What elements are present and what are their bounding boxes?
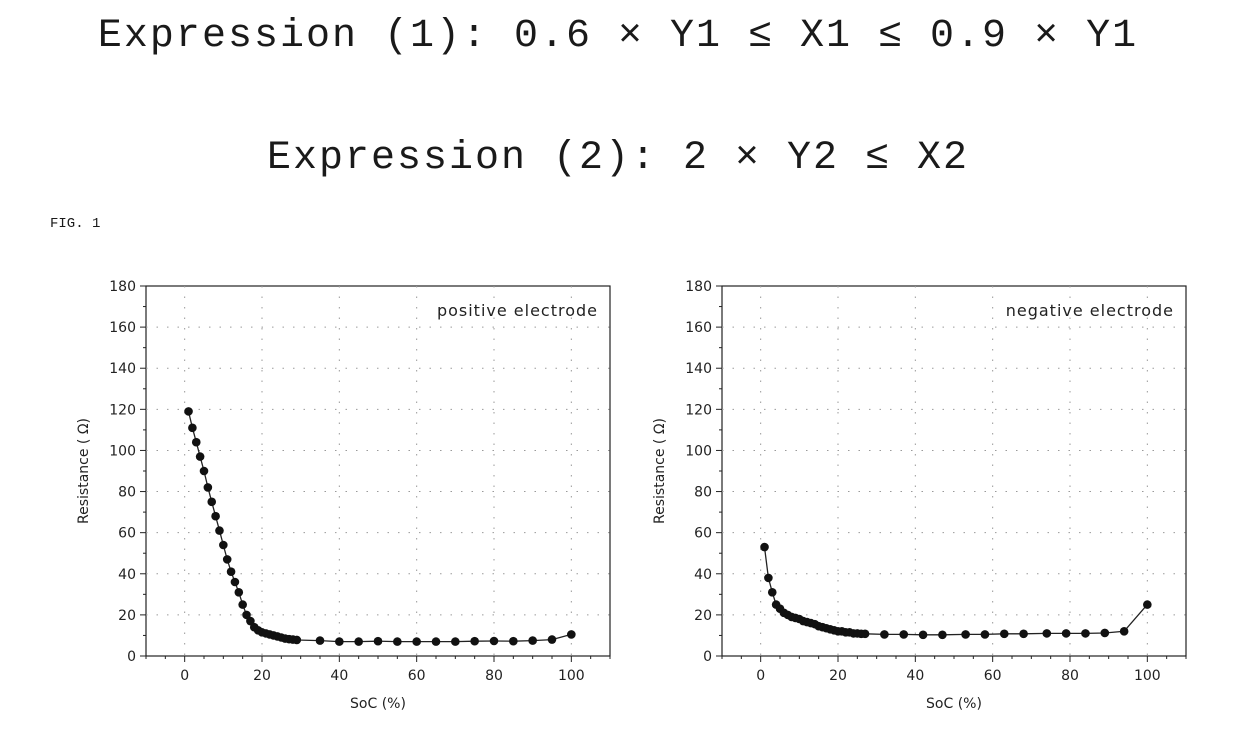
data-point [938,631,947,640]
data-point [919,631,928,640]
data-point [238,600,247,609]
x-axis-label: SoC (%) [350,696,406,712]
data-point [899,630,908,639]
y-tick-label: 120 [685,402,712,418]
y-tick-label: 40 [694,567,712,583]
y-tick-label: 20 [694,608,712,624]
data-point [981,630,990,639]
x-tick-label: 80 [485,668,503,684]
data-point [961,630,970,639]
plot-frame [146,286,610,656]
y-tick-label: 60 [694,526,712,542]
y-tick-label: 160 [685,320,712,336]
data-point [528,636,537,645]
data-point [509,637,518,646]
data-point [393,637,402,646]
negative-electrode-chart: 0 20 40 60 80 100 0 20 40 60 80 100 120 140 160 180 SoC … [616,268,1206,728]
data-point [1019,630,1028,639]
x-tick-label: 60 [984,668,1002,684]
plot-frame [722,286,1186,656]
data-point [316,636,325,645]
data-point [451,637,460,646]
data-point [184,407,193,416]
data-point [1081,629,1090,638]
data-point [861,630,870,639]
data-point [215,526,224,535]
data-point [200,467,209,476]
series-line [765,547,1148,635]
data-point [548,635,557,644]
data-point [207,498,216,507]
data-point [432,637,441,646]
x-tick-label: 60 [408,668,426,684]
x-tick-label: 20 [829,668,847,684]
data-point [335,637,344,646]
x-tick-label: 0 [180,668,189,684]
y-tick-label: 0 [703,649,712,665]
y-tick-label: 100 [109,443,136,459]
data-point [470,637,479,646]
data-point [227,567,236,576]
y-tick-label: 140 [109,361,136,377]
legend-text: positive electrode [437,301,598,320]
data-point [192,438,201,447]
y-axis-label: Resistance ( Ω) [652,418,668,524]
x-axis-label: SoC (%) [926,696,982,712]
data-point [1143,600,1152,609]
x-tick-label: 40 [906,668,924,684]
y-tick-label: 60 [118,526,136,542]
data-point [880,630,889,639]
y-tick-label: 0 [127,649,136,665]
data-point [211,512,220,521]
data-point [223,555,232,564]
data-point [293,636,302,645]
y-axis-label: Resistance ( Ω) [76,418,92,524]
data-point [760,543,769,552]
data-point [219,541,228,550]
data-point [412,637,421,646]
data-point [1120,627,1129,636]
y-tick-label: 180 [685,279,712,295]
data-point [490,637,499,646]
data-point [374,637,383,646]
data-point [1101,629,1110,638]
y-tick-label: 180 [109,279,136,295]
data-point [196,452,205,461]
x-tick-label: 100 [558,668,585,684]
y-tick-label: 140 [685,361,712,377]
data-point [1062,629,1071,638]
data-point [204,483,213,492]
data-point [231,578,240,587]
y-tick-label: 80 [694,485,712,501]
x-tick-label: 0 [756,668,765,684]
data-point [235,588,244,597]
x-tick-label: 40 [330,668,348,684]
y-tick-label: 40 [118,567,136,583]
data-point [768,588,777,597]
legend-text: negative electrode [1006,301,1174,320]
y-tick-label: 20 [118,608,136,624]
x-tick-label: 100 [1134,668,1161,684]
figure-label: FIG. 1 [50,216,100,232]
data-point [188,424,197,433]
expression-1: Expression (1): 0.6 × Y1 ≤ X1 ≤ 0.9 × Y1 [0,14,1236,59]
y-tick-label: 160 [109,320,136,336]
expression-2: Expression (2): 2 × Y2 ≤ X2 [0,136,1236,181]
data-point [567,630,576,639]
x-tick-label: 20 [253,668,271,684]
x-tick-label: 80 [1061,668,1079,684]
data-point [354,637,363,646]
data-point [764,574,773,583]
y-tick-label: 100 [685,443,712,459]
y-tick-label: 80 [118,485,136,501]
y-tick-label: 120 [109,402,136,418]
positive-electrode-chart: 0 20 40 60 80 100 0 20 40 60 80 100 120 140 160 180 SoC … [40,268,630,728]
data-point [1000,630,1009,639]
data-point [1043,629,1052,638]
